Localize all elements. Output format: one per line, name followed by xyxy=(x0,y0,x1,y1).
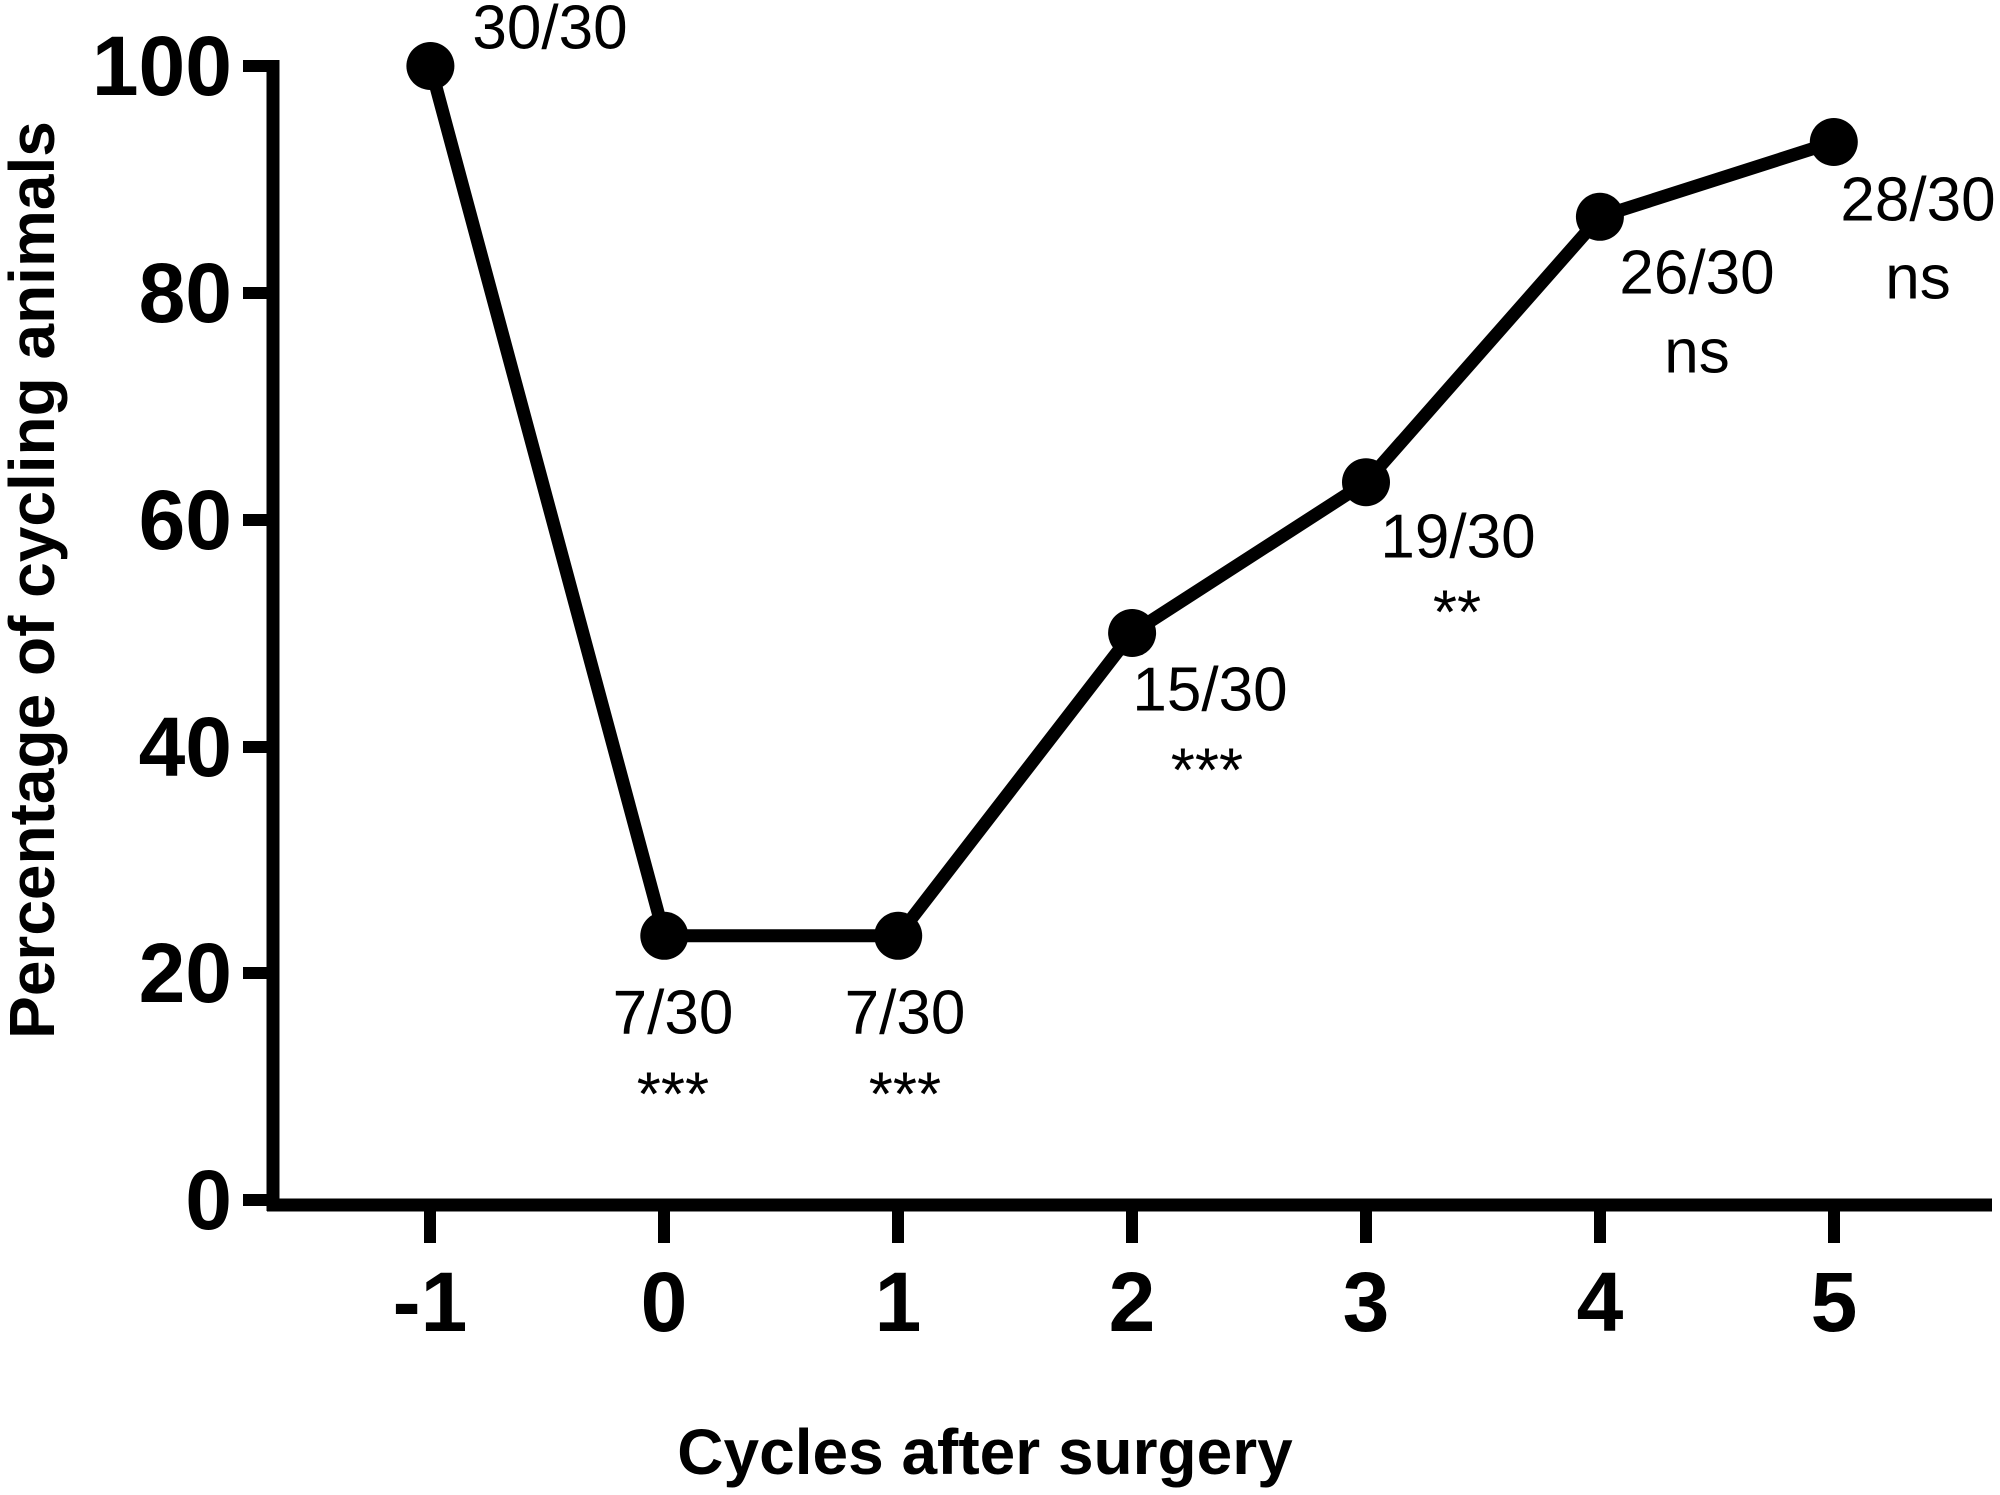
y-tick-label: 80 xyxy=(139,246,232,340)
data-point-marker xyxy=(406,42,455,90)
x-tick-label: 3 xyxy=(1343,1255,1390,1349)
x-tick-label: 4 xyxy=(1577,1255,1624,1349)
data-series xyxy=(406,42,1858,960)
data-point-marker xyxy=(1342,458,1390,507)
y-axis-title: Percentage of cycling animals xyxy=(0,121,68,1039)
data-point-marker xyxy=(640,911,689,960)
series-line xyxy=(424,64,1836,943)
y-tick-label: 0 xyxy=(185,1153,232,1247)
data-point-marker xyxy=(1108,609,1157,657)
point-label: 19/30 xyxy=(1380,503,1535,572)
data-point-marker xyxy=(1575,192,1624,241)
significance-label: *** xyxy=(637,1061,709,1130)
x-tick-label: 0 xyxy=(641,1255,688,1349)
x-axis: -1 0 1 2 3 4 5 Cycles after surgery xyxy=(267,1198,1992,1488)
y-tick-label: 20 xyxy=(139,926,232,1020)
significance-label: ns xyxy=(1664,318,1729,387)
point-label: 7/30 xyxy=(613,979,734,1048)
point-label: 26/30 xyxy=(1619,239,1774,308)
x-tick-label: 5 xyxy=(1811,1255,1858,1349)
point-label: 28/30 xyxy=(1840,166,1995,235)
point-annotations: 30/30 7/30 7/30 15/30 19/30 26/30 28/30 … xyxy=(472,0,1995,1130)
significance-label: *** xyxy=(1171,737,1243,806)
x-tick-label: 1 xyxy=(875,1255,922,1349)
significance-label: *** xyxy=(869,1061,941,1130)
x-tick-label: -1 xyxy=(393,1255,468,1349)
point-label: 15/30 xyxy=(1132,656,1287,725)
y-tick-label: 40 xyxy=(139,700,232,794)
y-tick-label: 60 xyxy=(139,473,232,567)
x-tick-label: 2 xyxy=(1109,1255,1156,1349)
point-label: 30/30 xyxy=(472,0,627,63)
significance-label: ns xyxy=(1885,244,1950,313)
significance-label: ** xyxy=(1433,579,1481,648)
point-label: 7/30 xyxy=(845,979,966,1048)
data-point-marker xyxy=(1809,118,1858,166)
x-axis-title: Cycles after surgery xyxy=(677,1416,1293,1488)
data-point-marker xyxy=(874,911,923,960)
y-tick-label: 100 xyxy=(92,19,232,113)
y-axis: 100 80 60 40 20 0 Percentage of cycling … xyxy=(0,19,280,1247)
